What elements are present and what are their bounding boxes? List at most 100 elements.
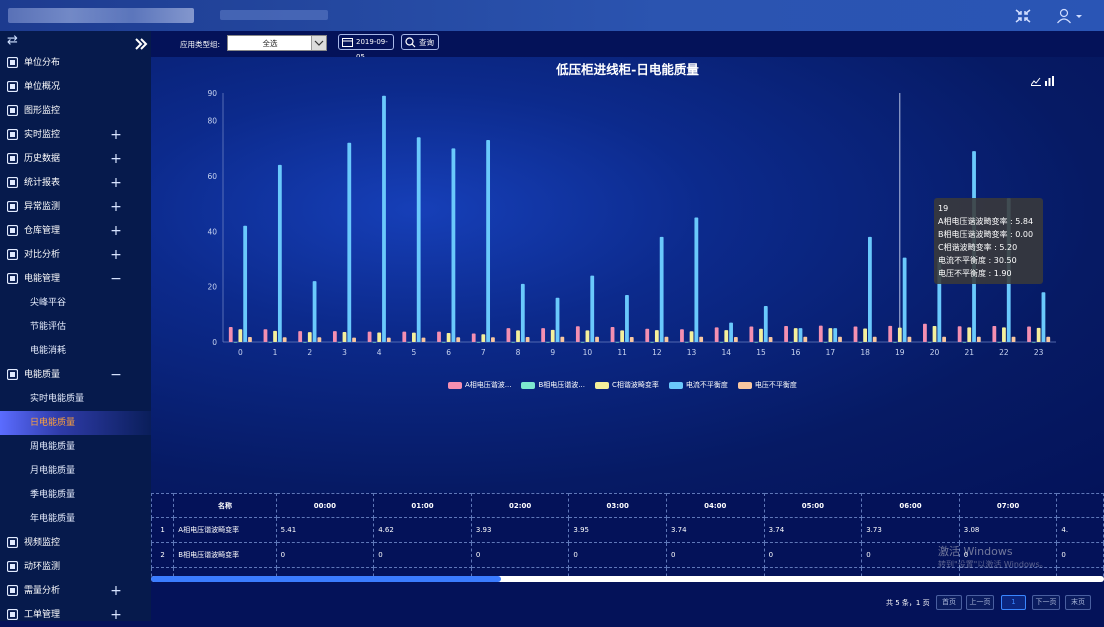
- bar-0[interactable]: [437, 331, 441, 342]
- expand-icon[interactable]: +: [110, 127, 122, 143]
- bar-1[interactable]: [754, 342, 759, 343]
- date-picker[interactable]: 2019-09-05: [338, 34, 394, 61]
- bar-3[interactable]: [347, 142, 352, 342]
- bar-4[interactable]: [942, 336, 947, 342]
- sidebar-subitem[interactable]: 年电能质量: [30, 514, 76, 524]
- bar-0[interactable]: [298, 331, 303, 342]
- sidebar-item[interactable]: 需量分析 +: [0, 579, 151, 603]
- prev-page-button[interactable]: 上一页: [966, 595, 994, 610]
- bar-0[interactable]: [749, 326, 754, 342]
- bar-3[interactable]: [729, 322, 733, 342]
- bar-1[interactable]: [650, 342, 654, 343]
- next-page-button[interactable]: 下一页: [1032, 595, 1060, 610]
- bar-0[interactable]: [957, 326, 962, 342]
- sidebar-subitem[interactable]: 季电能质量: [30, 490, 76, 500]
- collapse-arrows-icon[interactable]: [1014, 8, 1032, 24]
- bar-3[interactable]: [590, 275, 595, 342]
- bar-3[interactable]: [902, 257, 907, 342]
- type-group-select[interactable]: 全选: [227, 35, 327, 51]
- expand-icon[interactable]: +: [110, 199, 122, 215]
- bar-1[interactable]: [962, 342, 967, 343]
- swap-arrows-icon[interactable]: ⇄: [7, 33, 18, 48]
- bar-0[interactable]: [853, 326, 858, 342]
- bar-2[interactable]: [446, 332, 451, 342]
- legend-item[interactable]: A相电压谐波...: [448, 380, 511, 390]
- sidebar-subitem[interactable]: 月电能质量: [30, 466, 76, 476]
- bar-2[interactable]: [620, 330, 625, 342]
- bar-0[interactable]: [1027, 326, 1031, 342]
- legend-item[interactable]: C相谐波畸变率: [594, 380, 659, 390]
- bar-1[interactable]: [441, 342, 446, 343]
- bar-1[interactable]: [927, 342, 932, 343]
- bar-0[interactable]: [714, 327, 719, 342]
- bar-1[interactable]: [997, 342, 1002, 343]
- bar-3[interactable]: [451, 148, 456, 342]
- sidebar-item[interactable]: 单位概况: [0, 75, 151, 99]
- bar-2[interactable]: [411, 332, 416, 342]
- bar-0[interactable]: [471, 333, 476, 342]
- collapse-icon[interactable]: −: [110, 367, 122, 383]
- bar-4[interactable]: [629, 337, 634, 342]
- bar-2[interactable]: [724, 330, 729, 342]
- sidebar-subitem[interactable]: 实时电能质量: [30, 394, 85, 404]
- bar-0[interactable]: [332, 331, 337, 342]
- bar-3[interactable]: [833, 328, 838, 342]
- bar-0[interactable]: [888, 325, 893, 342]
- current-page-button[interactable]: 1: [1001, 595, 1026, 610]
- sidebar-subitem[interactable]: 日电能质量: [0, 411, 151, 435]
- bar-2[interactable]: [550, 329, 555, 342]
- bar-3[interactable]: [520, 283, 525, 342]
- collapse-icon[interactable]: −: [110, 271, 122, 287]
- bar-4[interactable]: [248, 337, 252, 342]
- legend-item[interactable]: 电压不平衡度: [737, 380, 797, 390]
- bar-3[interactable]: [555, 297, 560, 342]
- bar-3[interactable]: [1041, 292, 1046, 342]
- sidebar-item[interactable]: 历史数据 +: [0, 147, 151, 171]
- bar-3[interactable]: [694, 217, 699, 343]
- expand-icon[interactable]: +: [110, 223, 122, 239]
- line-chart-icon[interactable]: [1031, 77, 1041, 86]
- legend-item[interactable]: B相电压谐波...: [521, 380, 585, 390]
- bar-4[interactable]: [1011, 336, 1016, 342]
- sidebar-item[interactable]: 图形监控: [0, 99, 151, 123]
- sidebar-item[interactable]: 工单管理 +: [0, 603, 151, 627]
- sidebar-item[interactable]: 对比分析 +: [0, 243, 151, 267]
- bar-1[interactable]: [684, 342, 689, 343]
- bar-1[interactable]: [719, 342, 724, 343]
- bar-4[interactable]: [282, 337, 287, 342]
- bar-3[interactable]: [763, 306, 768, 342]
- sidebar-item[interactable]: 仓库管理 +: [0, 219, 151, 243]
- bar-2[interactable]: [1002, 327, 1006, 342]
- sidebar-subitem[interactable]: 周电能质量: [30, 442, 76, 452]
- bar-2[interactable]: [654, 330, 659, 342]
- bar-4[interactable]: [699, 336, 704, 342]
- bar-4[interactable]: [768, 337, 773, 342]
- bar-2[interactable]: [342, 332, 347, 342]
- bar-4[interactable]: [838, 336, 842, 342]
- bar-1[interactable]: [823, 342, 828, 343]
- expand-icon[interactable]: +: [110, 247, 122, 263]
- bar-2[interactable]: [793, 328, 798, 342]
- bar-2[interactable]: [759, 328, 763, 342]
- sidebar-item[interactable]: 动环监测: [0, 555, 151, 579]
- bar-4[interactable]: [907, 336, 912, 342]
- bar-0[interactable]: [818, 325, 823, 342]
- bar-3[interactable]: [868, 236, 872, 342]
- expand-icon[interactable]: +: [110, 175, 122, 191]
- bar-0[interactable]: [541, 328, 546, 342]
- table-scrollbar-thumb[interactable]: [151, 576, 501, 582]
- bar-2[interactable]: [1036, 327, 1041, 342]
- legend-item[interactable]: 电流不平衡度: [668, 380, 728, 390]
- bar-1[interactable]: [268, 342, 273, 343]
- bar-3[interactable]: [382, 95, 386, 342]
- bar-2[interactable]: [828, 328, 833, 342]
- bar-0[interactable]: [263, 329, 268, 342]
- bar-4[interactable]: [525, 337, 530, 342]
- table-scrollbar-track[interactable]: [151, 576, 1104, 582]
- bar-3[interactable]: [243, 225, 248, 342]
- bar-0[interactable]: [367, 331, 372, 342]
- bar-3[interactable]: [798, 328, 803, 342]
- bar-2[interactable]: [273, 330, 277, 342]
- bar-0[interactable]: [575, 326, 580, 342]
- bar-1[interactable]: [372, 342, 377, 343]
